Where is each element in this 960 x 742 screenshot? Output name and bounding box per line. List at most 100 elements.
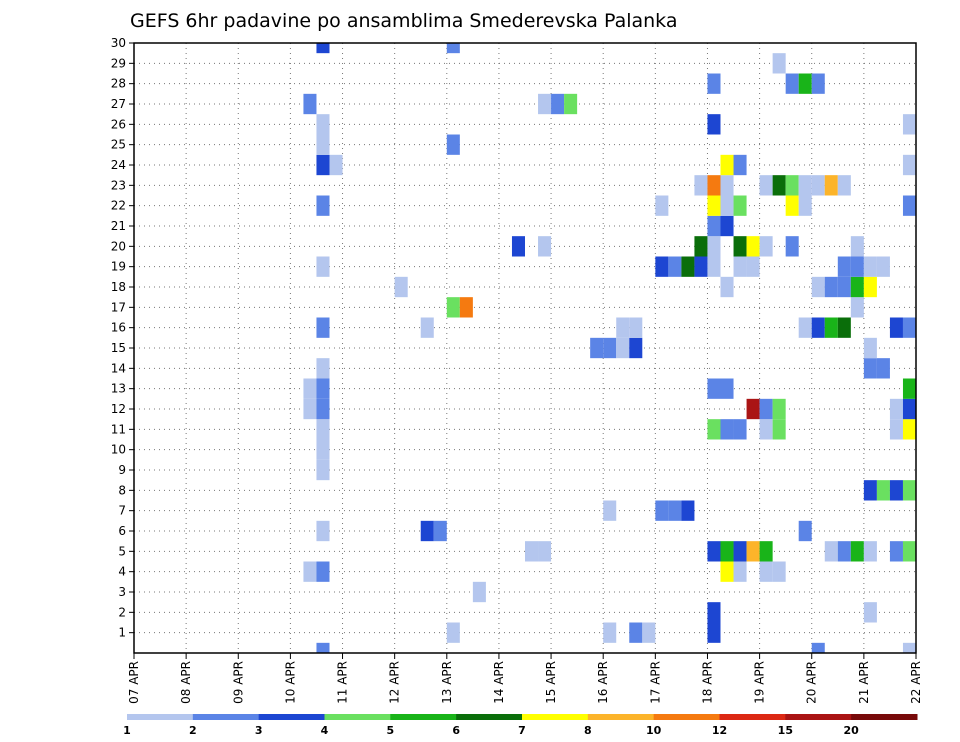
y-tick-label: 9 <box>118 463 126 477</box>
heatmap-cell <box>850 297 864 318</box>
heatmap-cell <box>785 73 799 94</box>
heatmap-cell <box>316 439 330 460</box>
heatmap-cell <box>759 419 773 440</box>
heatmap-cell <box>668 256 682 277</box>
colorbar-label: 10 <box>646 724 662 737</box>
heatmap-cell <box>889 398 903 420</box>
heatmap-cell <box>811 175 825 196</box>
x-tick-label: 08 APR <box>179 661 193 704</box>
colorbar-swatch <box>324 714 391 720</box>
heatmap-cell <box>551 93 565 115</box>
y-tick-label: 12 <box>111 402 126 416</box>
heatmap-cell <box>863 276 877 298</box>
colorbar-label: 12 <box>712 724 727 737</box>
colorbar-swatch <box>851 714 918 720</box>
heatmap-cell <box>720 419 734 440</box>
heatmap-cell <box>316 398 330 420</box>
x-tick-label: 16 APR <box>596 661 610 704</box>
x-tick-label: 17 APR <box>648 661 662 704</box>
x-tick-label: 10 APR <box>283 661 297 704</box>
x-tick-label: 09 APR <box>231 661 245 704</box>
y-tick-label: 3 <box>118 585 126 599</box>
heatmap-cell <box>511 236 525 257</box>
heatmap-cell <box>889 419 903 440</box>
heatmap-cell <box>329 154 343 176</box>
heatmap-cell <box>876 480 890 501</box>
heatmap-cell <box>811 317 825 338</box>
heatmap-cell <box>902 541 916 562</box>
heatmap-cell <box>889 317 903 338</box>
heatmap-cell <box>707 195 721 216</box>
colorbar-legend: 1 2 3 4 5 6 7 8 10 12 15 20 <box>123 714 918 737</box>
heatmap-cell <box>590 337 604 359</box>
heatmap-cell <box>538 236 552 257</box>
heatmap-cell <box>863 480 877 501</box>
heatmap-cell <box>850 276 864 298</box>
y-tick-label: 15 <box>111 341 126 355</box>
colorbar-label: 2 <box>189 724 197 737</box>
heatmap-cell <box>707 378 721 399</box>
heatmap-cell <box>772 53 786 74</box>
x-tick-label: 18 APR <box>700 661 714 704</box>
colorbar-swatch <box>522 714 589 720</box>
heatmap-cell <box>668 500 682 521</box>
heatmap-cell <box>707 215 721 237</box>
x-tick-label: 22 APR <box>909 661 923 704</box>
x-tick-label: 15 APR <box>544 661 558 704</box>
y-tick-label: 30 <box>111 36 126 50</box>
heatmap-cell <box>889 541 903 562</box>
heatmap-cell <box>303 378 317 399</box>
heatmap-cell <box>733 256 747 277</box>
heatmap-cell <box>538 93 552 115</box>
x-tick-label: 13 APR <box>440 661 454 704</box>
heatmap-cell <box>837 276 851 298</box>
y-tick-label: 18 <box>111 280 126 294</box>
x-tick-label: 19 APR <box>753 661 767 704</box>
x-tick-label: 20 APR <box>805 661 819 704</box>
heatmap-cell <box>525 541 539 562</box>
heatmap-cell <box>629 337 643 359</box>
x-tick-label: 11 APR <box>336 661 350 704</box>
heatmap-cell <box>824 175 838 196</box>
y-tick-label: 6 <box>118 524 126 538</box>
heatmap-cell <box>759 175 773 196</box>
colorbar-label: 7 <box>518 724 526 737</box>
heatmap-cell <box>720 561 734 582</box>
heatmap-cell <box>889 480 903 501</box>
heatmap-cell <box>316 134 330 155</box>
y-tick-label: 1 <box>118 626 126 640</box>
heatmap-cell <box>472 581 486 603</box>
colorbar-label: 20 <box>844 724 860 737</box>
heatmap-cell <box>720 195 734 216</box>
heatmap-cell <box>785 195 799 216</box>
heatmap-cell <box>720 541 734 562</box>
heatmap-cell <box>798 175 812 196</box>
heatmap-cell <box>316 642 330 653</box>
y-tick-label: 21 <box>111 219 126 233</box>
y-tick-label: 25 <box>111 138 126 152</box>
heatmap-cell <box>446 43 460 54</box>
colorbar-label: 6 <box>452 724 460 737</box>
heatmap-cell <box>798 195 812 216</box>
heatmap-cell <box>707 256 721 277</box>
heatmap-cell <box>303 561 317 582</box>
y-tick-label: 7 <box>118 504 126 518</box>
heatmap-cell <box>707 602 721 623</box>
heatmap-cell <box>603 622 617 643</box>
heatmap-cell <box>850 236 864 257</box>
heatmap-cell <box>316 154 330 176</box>
colorbar-swatch <box>258 714 325 720</box>
heatmap-cell <box>759 236 773 257</box>
heatmap-cell <box>785 236 799 257</box>
heatmap-cell <box>902 114 916 135</box>
y-tick-label: 5 <box>118 544 126 558</box>
heatmap-cell <box>837 175 851 196</box>
colorbar-label: 5 <box>387 724 395 737</box>
heatmap-cell <box>707 622 721 643</box>
y-tick-label: 27 <box>111 97 126 111</box>
y-tick-label: 8 <box>118 483 126 497</box>
heatmap-cell <box>603 500 617 521</box>
heatmap-cell <box>720 276 734 298</box>
heatmap-cell <box>863 541 877 562</box>
